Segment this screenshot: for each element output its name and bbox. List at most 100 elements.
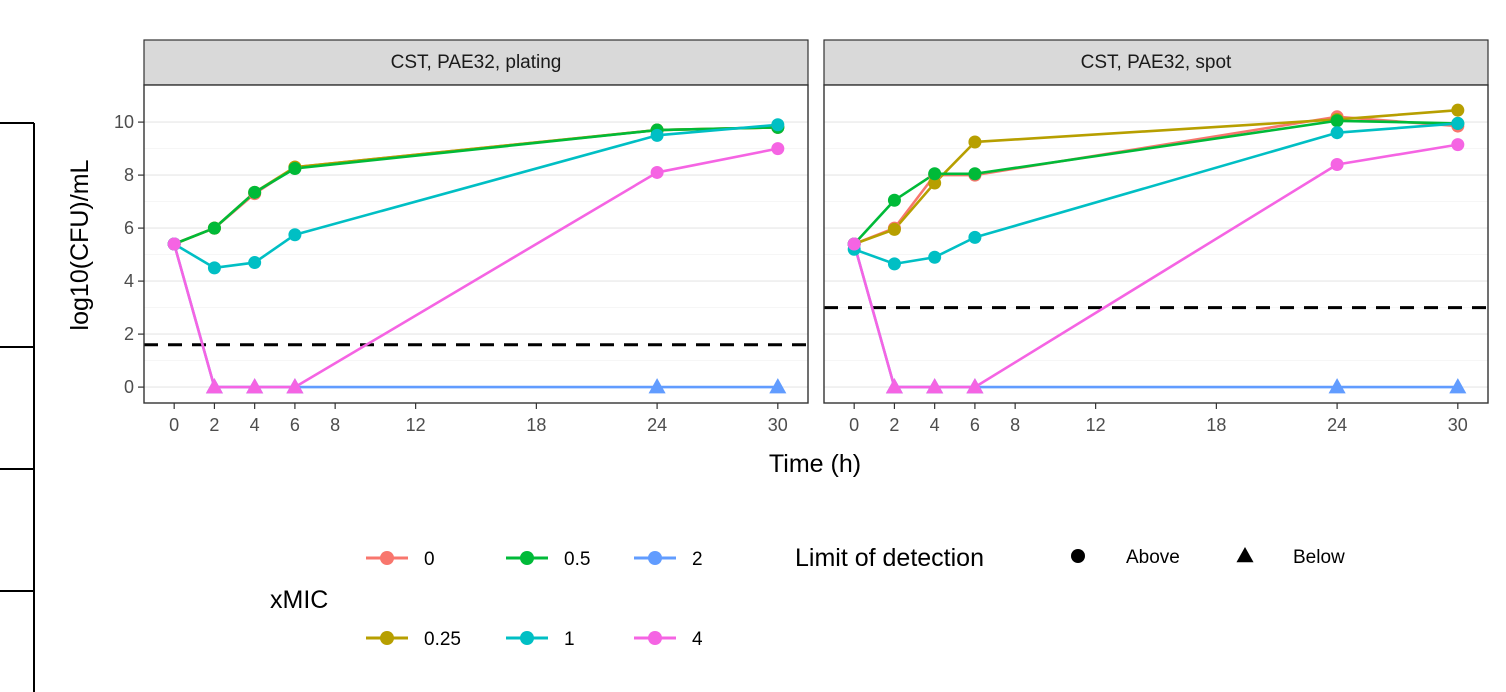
x-tick-label: 2	[889, 415, 899, 435]
data-point-below-4	[205, 378, 223, 394]
data-point-above-4	[650, 165, 664, 179]
data-point-above-0.5	[887, 193, 901, 207]
data-point-above-0.25	[887, 222, 901, 236]
data-point-below-4	[286, 378, 304, 394]
series-line-4	[852, 143, 1459, 389]
data-point-above-0.5	[928, 167, 942, 181]
legend-key-point	[648, 551, 662, 565]
y-tick-label: 10	[114, 112, 134, 132]
series-line-0.5	[173, 126, 778, 246]
data-point-above-4	[1330, 158, 1344, 171]
y-tick-label: 0	[124, 377, 134, 397]
legend-shape-circle	[1071, 549, 1085, 563]
legend-label: 0.25	[424, 629, 461, 650]
data-point-above-1	[928, 250, 942, 264]
data-point-above-0.25	[1451, 103, 1465, 117]
x-tick-label: 12	[406, 415, 426, 435]
legend-shape-triangle	[1236, 547, 1254, 563]
facet-strip-label: CST, PAE32, spot	[1081, 52, 1232, 73]
panel-border	[143, 84, 809, 404]
legend-label: 0	[424, 549, 435, 570]
x-tick-label: 18	[526, 415, 546, 435]
x-tick-label: 6	[290, 415, 300, 435]
data-point-above-4	[847, 237, 861, 251]
legend-key-4	[634, 631, 676, 645]
data-point-above-4	[167, 237, 181, 251]
data-point-above-0.5	[1330, 114, 1344, 128]
legend-key-point	[380, 631, 394, 645]
legend-key-point	[380, 551, 394, 565]
left-bracket-fragment	[0, 122, 35, 692]
x-tick-label: 6	[970, 415, 980, 435]
legend-key-2	[634, 551, 676, 565]
data-point-below-4	[966, 378, 984, 394]
legend-label: 0.5	[564, 549, 590, 570]
data-point-above-0.5	[207, 221, 221, 235]
data-point-above-0.5	[968, 167, 982, 181]
legend-label: 1	[564, 629, 575, 650]
data-point-above-1	[887, 257, 901, 271]
data-point-below-4	[246, 378, 264, 394]
legend-shape-label: Above	[1126, 547, 1180, 568]
data-point-above-0.5	[288, 161, 302, 175]
data-point-above-1	[968, 230, 982, 244]
y-tick-label: 4	[124, 271, 134, 291]
facet-strip-label: CST, PAE32, plating	[391, 52, 562, 73]
facet-strip	[143, 39, 809, 86]
legend-shape-title: Limit of detection	[795, 544, 984, 572]
data-point-below-4	[885, 378, 903, 394]
x-tick-label: 24	[647, 415, 667, 435]
x-tick-label: 30	[768, 415, 788, 435]
y-tick-label: 2	[124, 324, 134, 344]
data-point-below-2	[1328, 378, 1346, 394]
data-point-above-1	[248, 256, 262, 270]
data-point-above-4	[1451, 138, 1465, 152]
series-line-1	[853, 122, 1458, 266]
x-tick-label: 4	[930, 415, 940, 435]
series-line-0.25	[853, 108, 1458, 246]
y-axis-title: log10(CFU)/mL	[66, 159, 94, 330]
series-line-0.5	[853, 119, 1458, 245]
x-tick-label: 12	[1086, 415, 1106, 435]
data-point-below-2	[1449, 378, 1467, 394]
legend-shape-label: Below	[1293, 547, 1345, 568]
data-point-above-0.5	[248, 185, 262, 199]
data-point-above-1	[288, 228, 302, 242]
legend-key-point	[520, 631, 534, 645]
data-point-below-2	[769, 378, 787, 394]
data-point-above-4	[771, 142, 785, 156]
data-point-above-1	[207, 261, 221, 275]
plot-background	[824, 85, 1488, 403]
legend-key-0	[366, 551, 408, 565]
data-point-above-0.25	[928, 176, 942, 190]
legend-key-0.25	[366, 631, 408, 645]
data-point-above-1	[771, 118, 785, 132]
series-line-4	[172, 147, 779, 389]
legend-key-0.5	[506, 551, 548, 565]
legend-color-title: xMIC	[270, 586, 328, 614]
x-tick-label: 8	[330, 415, 340, 435]
x-tick-label: 24	[1327, 415, 1347, 435]
x-tick-label: 0	[849, 415, 859, 435]
x-tick-label: 2	[209, 415, 219, 435]
x-tick-label: 0	[169, 415, 179, 435]
legend-key-point	[648, 631, 662, 645]
data-point-below-4	[926, 378, 944, 394]
x-tick-label: 18	[1206, 415, 1226, 435]
legend-label: 2	[692, 549, 703, 570]
y-tick-label: 8	[124, 165, 134, 185]
data-point-above-1	[650, 128, 664, 142]
legend: xMIC Limit of detection 0 0.25 0.5 1 2 4 Above…	[270, 544, 1345, 650]
data-point-above-1	[1330, 126, 1344, 140]
panel-border	[823, 84, 1489, 404]
y-tick-label: 6	[124, 218, 134, 238]
x-tick-label: 30	[1448, 415, 1468, 435]
x-tick-label: 8	[1010, 415, 1020, 435]
legend-label: 4	[692, 629, 703, 650]
legend-key-point	[520, 551, 534, 565]
data-point-above-1	[1451, 116, 1465, 130]
